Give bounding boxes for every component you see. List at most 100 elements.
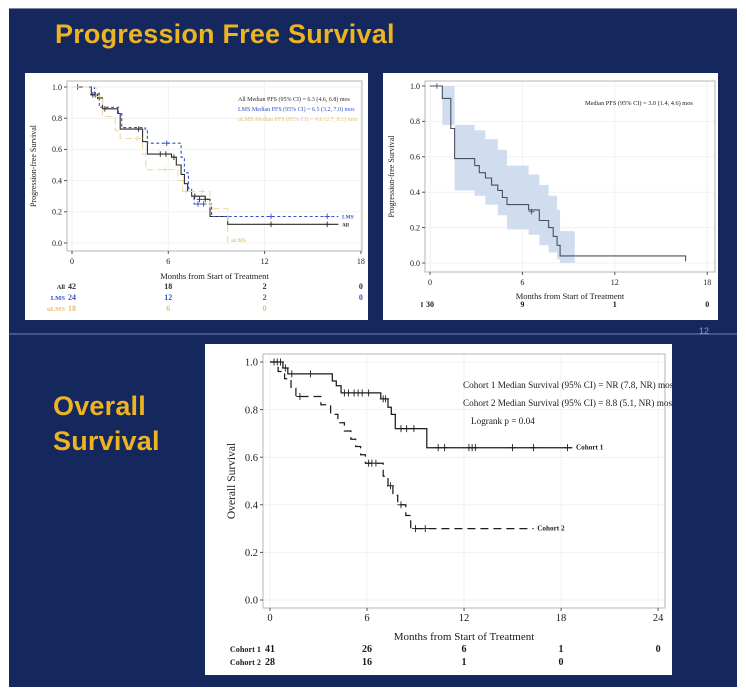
svg-text:0.4: 0.4 xyxy=(410,188,420,197)
censor-mark xyxy=(434,444,442,452)
km-curve-LMS xyxy=(72,86,339,218)
svg-text:0.2: 0.2 xyxy=(52,208,62,217)
svg-text:Progression-free Survival: Progression-free Survival xyxy=(387,135,396,218)
svg-text:0.6: 0.6 xyxy=(245,453,258,464)
svg-text:All: All xyxy=(342,222,349,228)
km-curve-uLMS xyxy=(72,86,229,243)
censor-mark xyxy=(564,444,572,452)
svg-text:0.8: 0.8 xyxy=(410,117,420,126)
svg-text:Cohort 2: Cohort 2 xyxy=(537,525,565,533)
svg-text:Progression-free Survival: Progression-free Survival xyxy=(29,124,38,207)
censor-mark xyxy=(195,201,201,207)
plot-frame xyxy=(424,80,716,273)
svg-text:12: 12 xyxy=(164,293,172,302)
svg-text:LMS: LMS xyxy=(342,214,354,220)
svg-text:2: 2 xyxy=(263,293,267,302)
censor-mark xyxy=(162,166,168,173)
svg-text:1.0: 1.0 xyxy=(52,83,62,92)
censor-mark xyxy=(324,213,330,220)
censor-mark xyxy=(410,425,418,433)
censor-mark xyxy=(530,444,538,452)
overall-survival-panel: Cohort 1 Cohort 2 0 6 12 18 24 0.0 0.2 0.4 0.6 0.8 1… xyxy=(205,344,672,675)
censor-mark xyxy=(421,525,429,533)
censor-mark xyxy=(528,208,535,215)
svg-text:9: 9 xyxy=(520,300,524,309)
svg-text:0.4: 0.4 xyxy=(245,500,259,511)
censor-mark xyxy=(288,370,296,378)
svg-text:0.6: 0.6 xyxy=(52,145,62,154)
svg-text:18: 18 xyxy=(68,304,76,313)
censor-mark xyxy=(306,370,314,378)
svg-text:0.2: 0.2 xyxy=(410,223,420,232)
censor-mark xyxy=(324,221,330,228)
svg-text:1: 1 xyxy=(613,300,617,309)
svg-text:0: 0 xyxy=(267,613,272,624)
km-curve-Cohort 1 xyxy=(270,361,573,449)
km-curve-All xyxy=(430,85,687,262)
censor-mark xyxy=(434,83,440,89)
svg-text:uLMS Median PFS (95% CI) = 4.6: uLMS Median PFS (95% CI) = 4.6 (2.7, 9.1… xyxy=(238,116,358,123)
svg-text:42: 42 xyxy=(68,282,76,291)
svg-text:0.6: 0.6 xyxy=(410,153,420,162)
censor-mark xyxy=(412,525,420,533)
svg-text:0: 0 xyxy=(559,657,564,668)
svg-text:All Median PFS (95% CI) = 6.3: All Median PFS (95% CI) = 6.3 (4.6, 6.8)… xyxy=(238,96,351,103)
svg-text:30: 30 xyxy=(426,300,434,309)
svg-text:0.0: 0.0 xyxy=(245,596,258,607)
censor-mark xyxy=(189,188,196,195)
svg-text:28: 28 xyxy=(265,657,275,668)
censor-mark xyxy=(358,389,366,397)
censor-mark xyxy=(277,358,285,366)
svg-text:6: 6 xyxy=(166,257,170,266)
svg-text:18: 18 xyxy=(703,278,711,287)
svg-text:0.0: 0.0 xyxy=(52,239,62,248)
censor-mark xyxy=(365,389,373,397)
svg-text:26: 26 xyxy=(362,644,372,655)
svg-text:1.0: 1.0 xyxy=(410,82,420,91)
svg-text:12: 12 xyxy=(459,613,470,624)
svg-text:Cohort 1 Median Survival (95%: Cohort 1 Median Survival (95% CI) = NR (… xyxy=(463,380,672,390)
censor-mark xyxy=(163,151,169,157)
slide-title-pfs: Progression Free Survival xyxy=(55,19,395,49)
censor-mark xyxy=(183,188,189,195)
censor-mark xyxy=(397,501,405,509)
svg-text:Cohort 2 Median Survival (95%: Cohort 2 Median Survival (95% CI) = 8.8 … xyxy=(463,398,672,408)
svg-text:1: 1 xyxy=(462,657,467,668)
svg-text:6: 6 xyxy=(364,613,369,624)
censor-mark xyxy=(386,482,394,490)
censor-mark xyxy=(199,188,205,195)
svg-text:Months from Start of Treatment: Months from Start of Treatment xyxy=(394,631,535,643)
svg-text:2: 2 xyxy=(263,282,267,291)
censor-mark xyxy=(135,126,142,132)
svg-text:Cohort 1: Cohort 1 xyxy=(230,645,261,654)
slide-title-os: Overall Survival xyxy=(53,391,160,456)
svg-text:6: 6 xyxy=(166,304,170,313)
svg-text:0.2: 0.2 xyxy=(245,548,258,559)
svg-text:All: All xyxy=(57,284,66,291)
svg-text:LMS Median PFS (95% CI) = 6.5: LMS Median PFS (95% CI) = 6.5 (3.2, 7.0)… xyxy=(238,106,355,113)
km-curve-Cohort 2 xyxy=(270,361,534,530)
svg-text:0: 0 xyxy=(428,278,432,287)
svg-text:l: l xyxy=(421,300,423,309)
svg-text:0: 0 xyxy=(656,644,661,655)
censor-mark xyxy=(509,444,517,452)
censor-mark xyxy=(372,459,380,467)
censor-mark xyxy=(403,425,411,433)
censor-mark xyxy=(134,135,140,142)
svg-text:Cohort 1: Cohort 1 xyxy=(576,444,604,452)
censor-mark xyxy=(171,154,177,160)
svg-text:0.8: 0.8 xyxy=(52,114,62,123)
svg-text:Logrank p = 0.04: Logrank p = 0.04 xyxy=(471,416,535,426)
plot-frame xyxy=(66,80,363,252)
svg-text:Cohort 2: Cohort 2 xyxy=(230,658,261,667)
censor-mark xyxy=(471,444,479,452)
censor-mark xyxy=(382,395,390,403)
confidence-band xyxy=(430,86,575,263)
svg-text:18: 18 xyxy=(556,613,567,624)
censor-mark xyxy=(163,140,170,146)
svg-text:Months from Start of Treatment: Months from Start of Treatment xyxy=(516,291,625,301)
censor-mark xyxy=(268,213,274,220)
svg-text:1: 1 xyxy=(559,644,564,655)
svg-text:0: 0 xyxy=(263,304,267,313)
svg-text:12: 12 xyxy=(611,278,619,287)
